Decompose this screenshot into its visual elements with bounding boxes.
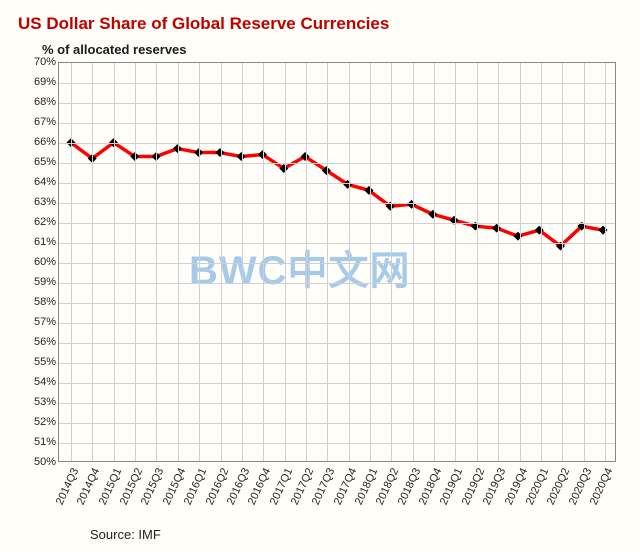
chart-subtitle: % of allocated reserves xyxy=(42,42,187,57)
gridline-v xyxy=(477,63,478,461)
chart-title: US Dollar Share of Global Reserve Curren… xyxy=(18,14,389,34)
gridline-v xyxy=(455,63,456,461)
gridline-v xyxy=(349,63,350,461)
gridline-h xyxy=(59,323,615,324)
ytick-label: 68% xyxy=(22,96,56,108)
gridline-v xyxy=(114,63,115,461)
chart-container: US Dollar Share of Global Reserve Curren… xyxy=(0,0,640,552)
gridline-v xyxy=(541,63,542,461)
gridline-h xyxy=(59,243,615,244)
gridline-v xyxy=(498,63,499,461)
ytick-label: 52% xyxy=(22,416,56,428)
data-marker xyxy=(513,232,522,241)
ytick-label: 64% xyxy=(22,176,56,188)
ytick-label: 59% xyxy=(22,276,56,288)
data-marker xyxy=(492,224,501,233)
source-label: Source: IMF xyxy=(90,527,161,542)
ytick-label: 60% xyxy=(22,256,56,268)
gridline-h xyxy=(59,443,615,444)
gridline-v xyxy=(520,63,521,461)
gridline-v xyxy=(370,63,371,461)
data-line xyxy=(71,143,603,246)
gridline-v xyxy=(71,63,72,461)
gridline-h xyxy=(59,403,615,404)
gridline-h xyxy=(59,103,615,104)
ytick-label: 66% xyxy=(22,136,56,148)
gridline-v xyxy=(263,63,264,461)
gridline-v xyxy=(391,63,392,461)
ytick-label: 65% xyxy=(22,156,56,168)
gridline-h xyxy=(59,343,615,344)
gridline-v xyxy=(285,63,286,461)
data-marker xyxy=(599,226,608,235)
ytick-label: 51% xyxy=(22,436,56,448)
gridline-h xyxy=(59,363,615,364)
gridline-v xyxy=(584,63,585,461)
gridline-h xyxy=(59,123,615,124)
gridline-v xyxy=(562,63,563,461)
gridline-v xyxy=(605,63,606,461)
gridline-h xyxy=(59,303,615,304)
ytick-label: 63% xyxy=(22,196,56,208)
ytick-label: 55% xyxy=(22,356,56,368)
gridline-v xyxy=(327,63,328,461)
gridline-v xyxy=(199,63,200,461)
gridline-h xyxy=(59,263,615,264)
ytick-label: 56% xyxy=(22,336,56,348)
gridline-h xyxy=(59,423,615,424)
gridline-h xyxy=(59,163,615,164)
gridline-v xyxy=(306,63,307,461)
chart-plot-area: BWC中文网 xyxy=(58,62,616,462)
gridline-h xyxy=(59,383,615,384)
gridline-h xyxy=(59,223,615,224)
ytick-label: 50% xyxy=(22,456,56,468)
gridline-v xyxy=(434,63,435,461)
ytick-label: 62% xyxy=(22,216,56,228)
gridline-h xyxy=(59,203,615,204)
ytick-label: 53% xyxy=(22,396,56,408)
gridline-h xyxy=(59,283,615,284)
ytick-label: 67% xyxy=(22,116,56,128)
gridline-v xyxy=(156,63,157,461)
gridline-h xyxy=(59,143,615,144)
gridline-v xyxy=(178,63,179,461)
gridline-v xyxy=(135,63,136,461)
ytick-label: 61% xyxy=(22,236,56,248)
ytick-label: 57% xyxy=(22,316,56,328)
gridline-h xyxy=(59,183,615,184)
ytick-label: 69% xyxy=(22,76,56,88)
ytick-label: 70% xyxy=(22,56,56,68)
gridline-v xyxy=(242,63,243,461)
gridline-v xyxy=(413,63,414,461)
ytick-label: 58% xyxy=(22,296,56,308)
gridline-v xyxy=(92,63,93,461)
ytick-label: 54% xyxy=(22,376,56,388)
gridline-h xyxy=(59,83,615,84)
gridline-v xyxy=(221,63,222,461)
